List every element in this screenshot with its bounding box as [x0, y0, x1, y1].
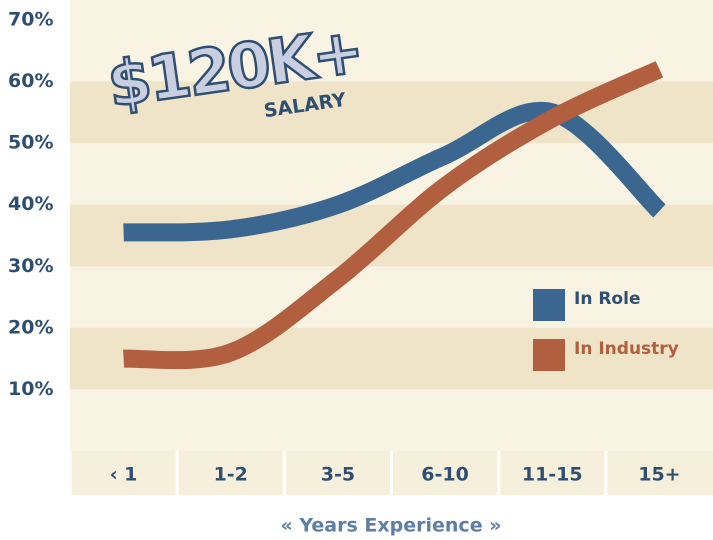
x-tick-label: 15+ [638, 464, 680, 486]
series-line [123, 61, 664, 370]
legend-swatch [533, 339, 565, 371]
y-tick-label: 30% [8, 255, 53, 277]
y-tick-label: 50% [8, 132, 53, 154]
layer: 10% 20% 30% 40% 50% 60% 70% ‹ 1 1-2 3-5 6-10 11-15 1… [8, 9, 681, 495]
x-tick-label: 3-5 [321, 464, 355, 486]
series-line [123, 101, 666, 242]
x-tick-label: ‹ 1 [110, 464, 138, 486]
legend-label: In Role [574, 289, 640, 309]
legend-swatch [533, 289, 565, 321]
x-axis-label: « Years Experience » [281, 515, 502, 537]
y-tick-label: 60% [8, 70, 53, 92]
x-tick-label: 6-10 [421, 464, 469, 486]
y-tick-label: 40% [8, 193, 53, 215]
y-tick-label: 10% [8, 378, 53, 400]
y-tick-label: 20% [8, 316, 53, 338]
x-tick-label: 11-15 [522, 464, 583, 486]
x-tick-label: 1-2 [214, 464, 248, 486]
y-tick-label: 70% [8, 9, 53, 31]
legend-label: In Industry [574, 339, 679, 359]
